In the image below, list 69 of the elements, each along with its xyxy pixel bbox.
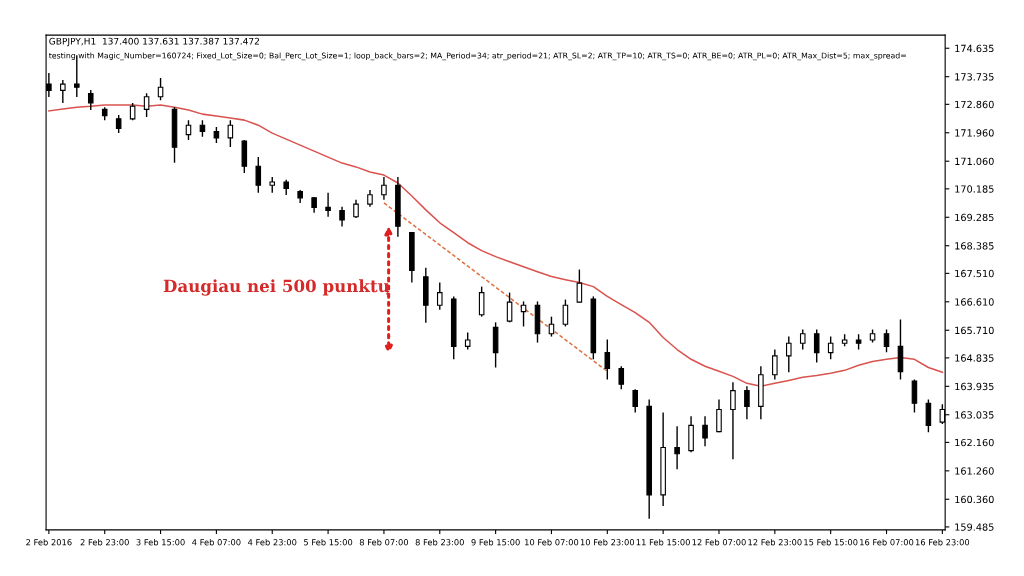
candlestick bbox=[883, 328, 890, 354]
y-tick-label: 170.185 bbox=[955, 185, 994, 193]
y-tick-label: 167.510 bbox=[955, 269, 994, 278]
x-tick-label: 16 Feb 07:00 bbox=[860, 538, 914, 546]
x-tick-label: 8 Feb 23:00 bbox=[415, 538, 464, 546]
x-tick-label: 8 Feb 07:00 bbox=[359, 538, 409, 546]
x-tick-label: 15 Feb 15:00 bbox=[804, 538, 858, 546]
x-tick-label: 12 Feb 23:00 bbox=[748, 538, 802, 546]
candlestick bbox=[702, 415, 708, 447]
y-tick-label: 160.360 bbox=[955, 495, 994, 504]
y-tick-label: 172.860 bbox=[955, 100, 994, 109]
y-tick-label: 171.960 bbox=[955, 129, 994, 137]
candlestick bbox=[325, 192, 331, 218]
candlestick bbox=[799, 328, 806, 351]
x-tick-label: 2 Feb 2016 bbox=[26, 538, 72, 546]
candlestick bbox=[813, 328, 820, 364]
candlestick bbox=[60, 79, 66, 104]
candlestick bbox=[911, 378, 918, 414]
candlestick bbox=[772, 348, 778, 381]
candlestick bbox=[744, 385, 750, 421]
candlestick bbox=[506, 291, 513, 324]
y-tick-label: 169.285 bbox=[955, 213, 994, 222]
candlestick bbox=[618, 365, 625, 391]
x-tick-label: 16 Feb 23:00 bbox=[915, 538, 970, 546]
y-tick-label: 173.735 bbox=[955, 73, 994, 81]
y-tick-label: 163.035 bbox=[955, 411, 994, 419]
y-tick-label: 164.835 bbox=[955, 354, 994, 362]
candlestick bbox=[353, 199, 359, 219]
y-tick-label: 161.260 bbox=[955, 467, 994, 475]
candlestick bbox=[786, 335, 792, 373]
x-tick-label: 3 Feb 15:00 bbox=[136, 538, 185, 546]
candlestick bbox=[716, 398, 722, 433]
x-tick-label: 10 Feb 23:00 bbox=[580, 538, 635, 546]
y-tick-label: 174.635 bbox=[955, 44, 994, 53]
candlestick bbox=[74, 54, 80, 98]
candlestick bbox=[925, 398, 932, 433]
x-tick-label: 5 Feb 15:00 bbox=[304, 538, 353, 546]
candlestick bbox=[604, 338, 611, 381]
chart-title: GBPJPY,H1 137.400 137.631 137.387 137.472 bbox=[49, 37, 259, 47]
candlestick bbox=[115, 114, 122, 134]
x-tick-label: 4 Feb 07:00 bbox=[192, 538, 241, 546]
y-tick-label: 159.485 bbox=[955, 523, 994, 531]
x-tick-label: 2 Feb 23:00 bbox=[80, 538, 129, 546]
candlestick bbox=[632, 388, 639, 414]
candlestick bbox=[730, 381, 736, 460]
x-tick-label: 12 Feb 07:00 bbox=[692, 538, 746, 546]
y-tick-label: 166.610 bbox=[955, 298, 994, 306]
candlestick bbox=[576, 268, 583, 304]
x-tick-label: 4 Feb 23:00 bbox=[247, 538, 297, 546]
candlestick bbox=[436, 281, 443, 311]
y-tick-label: 163.935 bbox=[955, 382, 994, 391]
candlestick bbox=[255, 156, 262, 194]
candlestick bbox=[827, 335, 834, 360]
candlestick bbox=[381, 176, 387, 201]
candlestick bbox=[674, 425, 680, 470]
x-tick-label: 9 Feb 15:00 bbox=[471, 538, 520, 546]
y-tick-label: 162.160 bbox=[955, 438, 994, 447]
y-tick-label: 165.710 bbox=[955, 326, 994, 335]
x-tick-label: 11 Feb 15:00 bbox=[636, 538, 690, 546]
y-tick-label: 171.060 bbox=[955, 157, 994, 166]
candlestick bbox=[562, 298, 569, 328]
x-tick-label: 10 Feb 07:00 bbox=[525, 538, 579, 546]
candlestick bbox=[143, 92, 150, 118]
y-tick-label: 168.385 bbox=[955, 242, 994, 250]
candlestick bbox=[87, 89, 94, 111]
candlestick bbox=[227, 119, 234, 148]
annotation: Daugiau nei 500 punktų bbox=[163, 279, 390, 296]
candlestick bbox=[339, 206, 345, 228]
candlestick bbox=[478, 285, 485, 318]
